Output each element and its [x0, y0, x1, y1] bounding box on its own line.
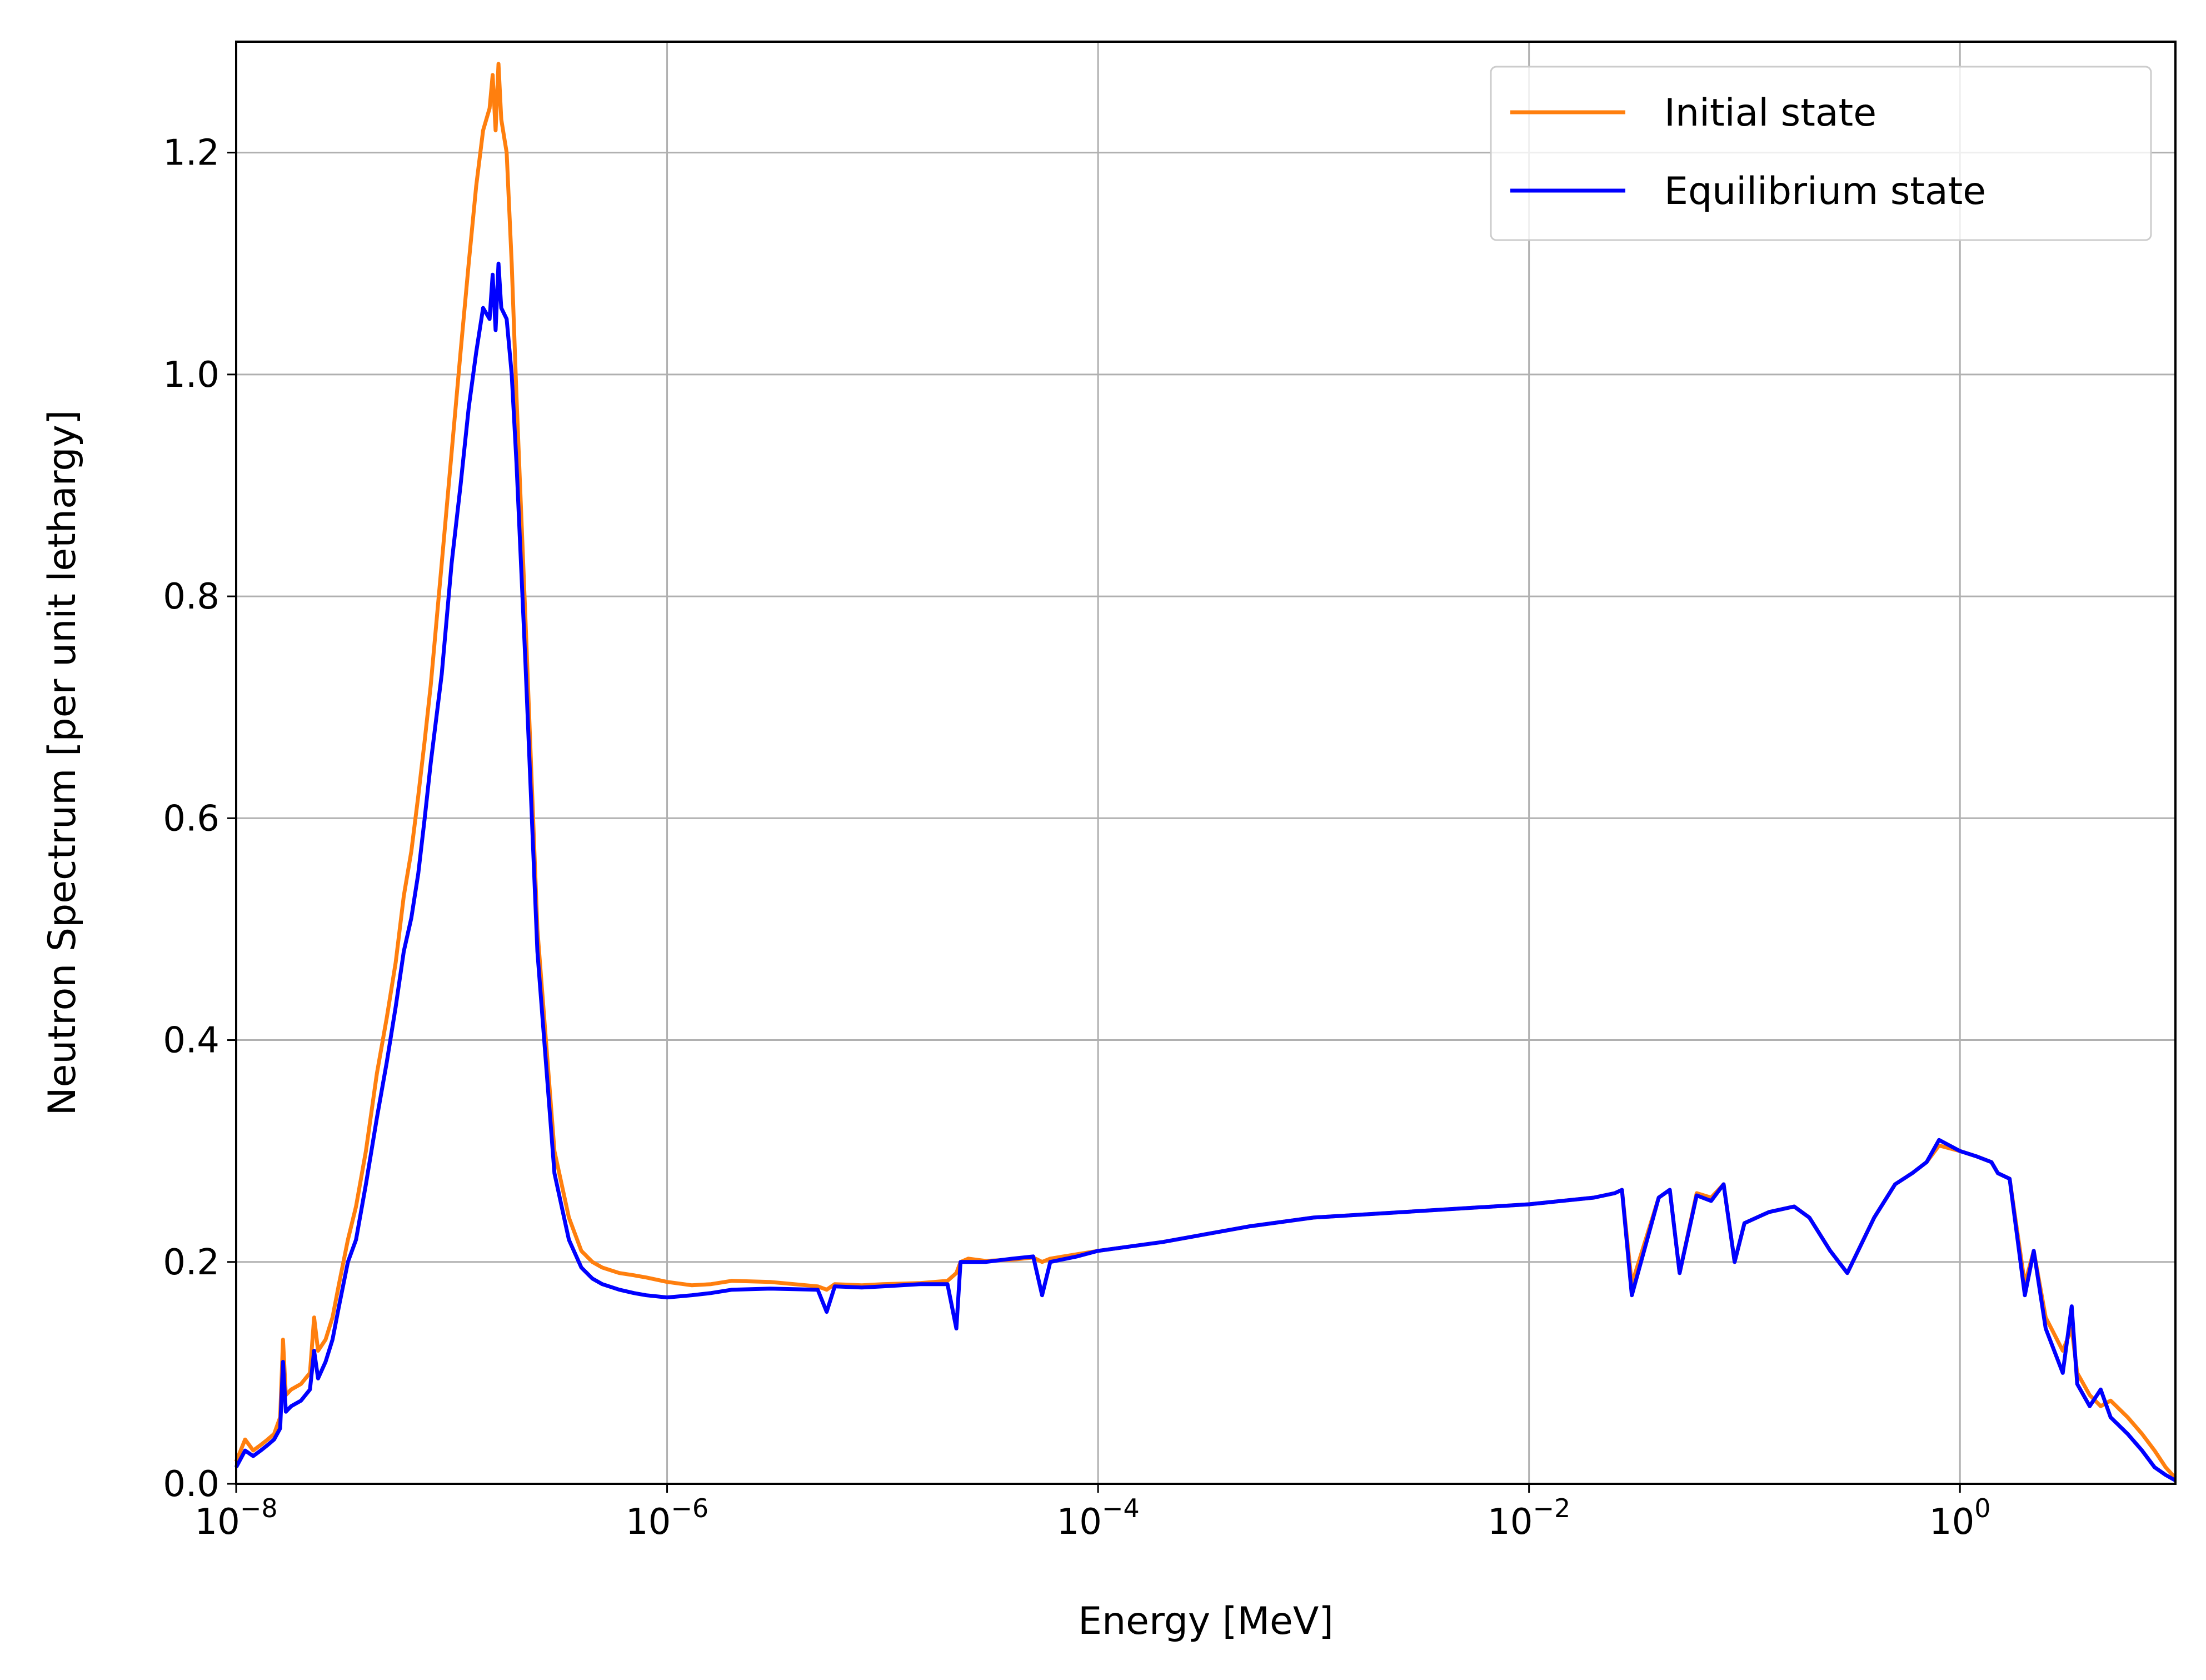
- x-axis-label: Energy [MeV]: [1078, 1599, 1334, 1643]
- y-tick-label: 0.2: [163, 1242, 219, 1283]
- x-tick-label: 10−6: [626, 1493, 708, 1543]
- legend-label-initial-state: Initial state: [1664, 91, 1876, 135]
- y-tick-label: 0.4: [163, 1020, 219, 1061]
- y-tick-label: 1.2: [163, 133, 219, 174]
- legend-box: [1490, 66, 2152, 241]
- legend-label-equilibrium-state: Equilibrium state: [1664, 170, 1986, 213]
- ticks: 10−8 10−6 10−4 10−2 100 0.0 0.2 0.4 0.6 0.8 1.0 1.2: [163, 133, 1990, 1543]
- y-tick-label: 0.6: [163, 798, 219, 839]
- x-tick-label: 10−2: [1488, 1493, 1570, 1543]
- plot-area: [234, 62, 2177, 1483]
- y-tick-label: 1.0: [163, 355, 219, 396]
- y-tick-label: 0.0: [163, 1464, 219, 1505]
- y-axis-label: Neutron Spectrum [per unit lethargy]: [41, 410, 84, 1116]
- x-tick-label: 10−4: [1056, 1493, 1139, 1543]
- legend: Initial state Equilibrium state: [1490, 66, 2152, 241]
- x-tick-label: 100: [1929, 1493, 1991, 1543]
- axes-frame: [235, 41, 2177, 1485]
- y-tick-label: 0.8: [163, 576, 219, 617]
- series-line-equilibrium-state: [234, 261, 2177, 1483]
- x-tick-label: 10−8: [194, 1493, 277, 1543]
